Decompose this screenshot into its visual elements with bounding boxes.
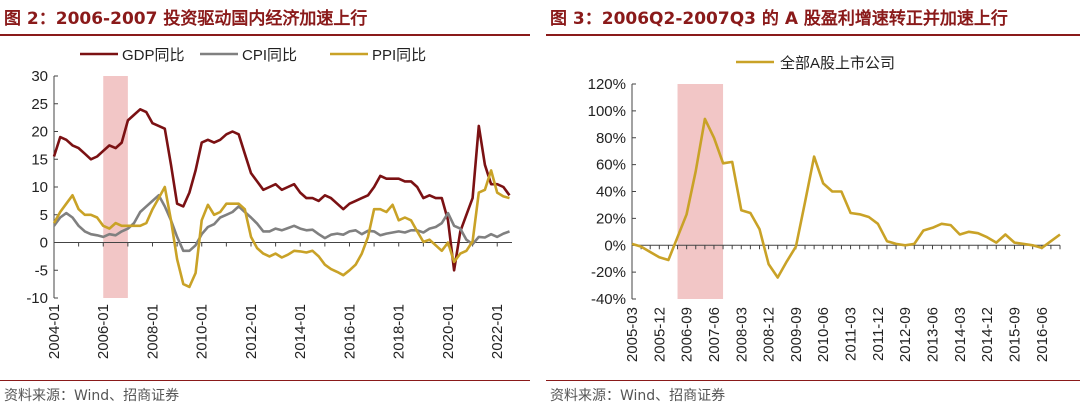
x-tick-label: 2008-03 bbox=[733, 307, 750, 362]
source-rule bbox=[546, 380, 1080, 381]
x-tick-label: 2018-01 bbox=[391, 304, 408, 359]
x-tick-label: 2016-06 bbox=[1034, 307, 1051, 362]
y-tick-label: 20 bbox=[31, 124, 48, 141]
x-tick-label: 2010-01 bbox=[194, 304, 211, 359]
y-tick-label: -10 bbox=[26, 290, 48, 307]
x-tick-label: 2005-03 bbox=[624, 307, 641, 362]
x-tick-label: 2022-01 bbox=[489, 304, 506, 359]
highlight-band bbox=[677, 84, 724, 299]
x-tick-label: 2006-09 bbox=[679, 307, 696, 362]
y-tick-label: 40% bbox=[596, 184, 626, 201]
x-tick-label: 2008-12 bbox=[761, 307, 778, 362]
x-tick-label: 2006-01 bbox=[95, 304, 112, 359]
legend-label-2: CPI同比 bbox=[242, 47, 297, 64]
x-tick-label: 2014-03 bbox=[952, 307, 969, 362]
x-tick-label: 2012-09 bbox=[897, 307, 914, 362]
y-tick-label: -5 bbox=[35, 262, 48, 279]
x-tick-label: 2014-01 bbox=[292, 304, 309, 359]
x-tick-label: 2011-12 bbox=[870, 307, 887, 361]
x-tick-label: 2008-01 bbox=[144, 304, 161, 359]
y-tick-label: 10 bbox=[31, 179, 48, 196]
x-tick-label: 2016-01 bbox=[341, 304, 358, 359]
y-tick-label: 25 bbox=[31, 96, 48, 113]
series-line-1 bbox=[631, 117, 1061, 279]
title-rule bbox=[0, 34, 530, 36]
y-tick-label: 30 bbox=[31, 68, 48, 85]
chart-1: -10 -5 0 5 10 15 20 25 30 2004-01 2006-01 2008-01 20… bbox=[26, 47, 512, 359]
chart-2-source: 资料来源：Wind、招商证券 bbox=[550, 388, 726, 404]
y-tick-label: 100% bbox=[588, 103, 626, 120]
x-tick-label: 2004-01 bbox=[46, 304, 63, 359]
x-tick-label: 2007-06 bbox=[706, 307, 723, 362]
source-rule bbox=[0, 380, 530, 381]
legend-label-1: 全部A股上市公司 bbox=[780, 54, 895, 72]
x-tick-label: 2020-01 bbox=[440, 304, 457, 359]
series-line-3 bbox=[52, 169, 510, 289]
x-tick-label: 2015-09 bbox=[1006, 307, 1023, 362]
a-share-earnings-panel: 图 3：2006Q2-2007Q3 的 A 股盈利增速转正并加速上行 -40% -… bbox=[546, 0, 1080, 413]
x-tick-label: 2013-06 bbox=[925, 307, 942, 362]
y-tick-label: -20% bbox=[591, 264, 626, 281]
chart-2-title: 图 3：2006Q2-2007Q3 的 A 股盈利增速转正并加速上行 bbox=[550, 9, 1008, 29]
chart-1-title: 图 2：2006-2007 投资驱动国内经济加速上行 bbox=[4, 9, 368, 29]
x-tick-label: 2011-03 bbox=[843, 307, 860, 361]
y-tick-label: 5 bbox=[40, 207, 48, 224]
y-tick-label: 80% bbox=[596, 130, 626, 147]
series-line-1 bbox=[52, 108, 511, 272]
legend-label-3: PPI同比 bbox=[372, 47, 426, 64]
chart-1-source: 资料来源：Wind、招商证券 bbox=[4, 388, 180, 404]
x-tick-label: 2014-12 bbox=[979, 307, 996, 362]
x-tick-label: 2005-12 bbox=[651, 307, 668, 362]
chart-2: -40% -20% 0% 20% 40% 60% 80% 100% 120% 2005-03 200… bbox=[588, 54, 1061, 362]
y-tick-label: 0 bbox=[40, 235, 48, 252]
x-tick-label: 2010-06 bbox=[815, 307, 832, 362]
y-tick-label: 120% bbox=[588, 76, 626, 93]
y-tick-label: 60% bbox=[596, 157, 626, 174]
legend-label-1: GDP同比 bbox=[122, 47, 185, 64]
y-tick-label: 0% bbox=[604, 237, 626, 254]
x-tick-label: 2012-01 bbox=[243, 304, 260, 359]
y-tick-label: -40% bbox=[591, 291, 626, 308]
title-rule bbox=[546, 34, 1080, 36]
x-tick-label: 2009-09 bbox=[788, 307, 805, 362]
gdp-cpi-ppi-panel: 图 2：2006-2007 投资驱动国内经济加速上行 -10 -5 0 5 10 15 20… bbox=[0, 0, 530, 413]
y-tick-label: 20% bbox=[596, 210, 626, 227]
y-tick-label: 15 bbox=[31, 151, 48, 168]
highlight-band bbox=[103, 76, 128, 298]
